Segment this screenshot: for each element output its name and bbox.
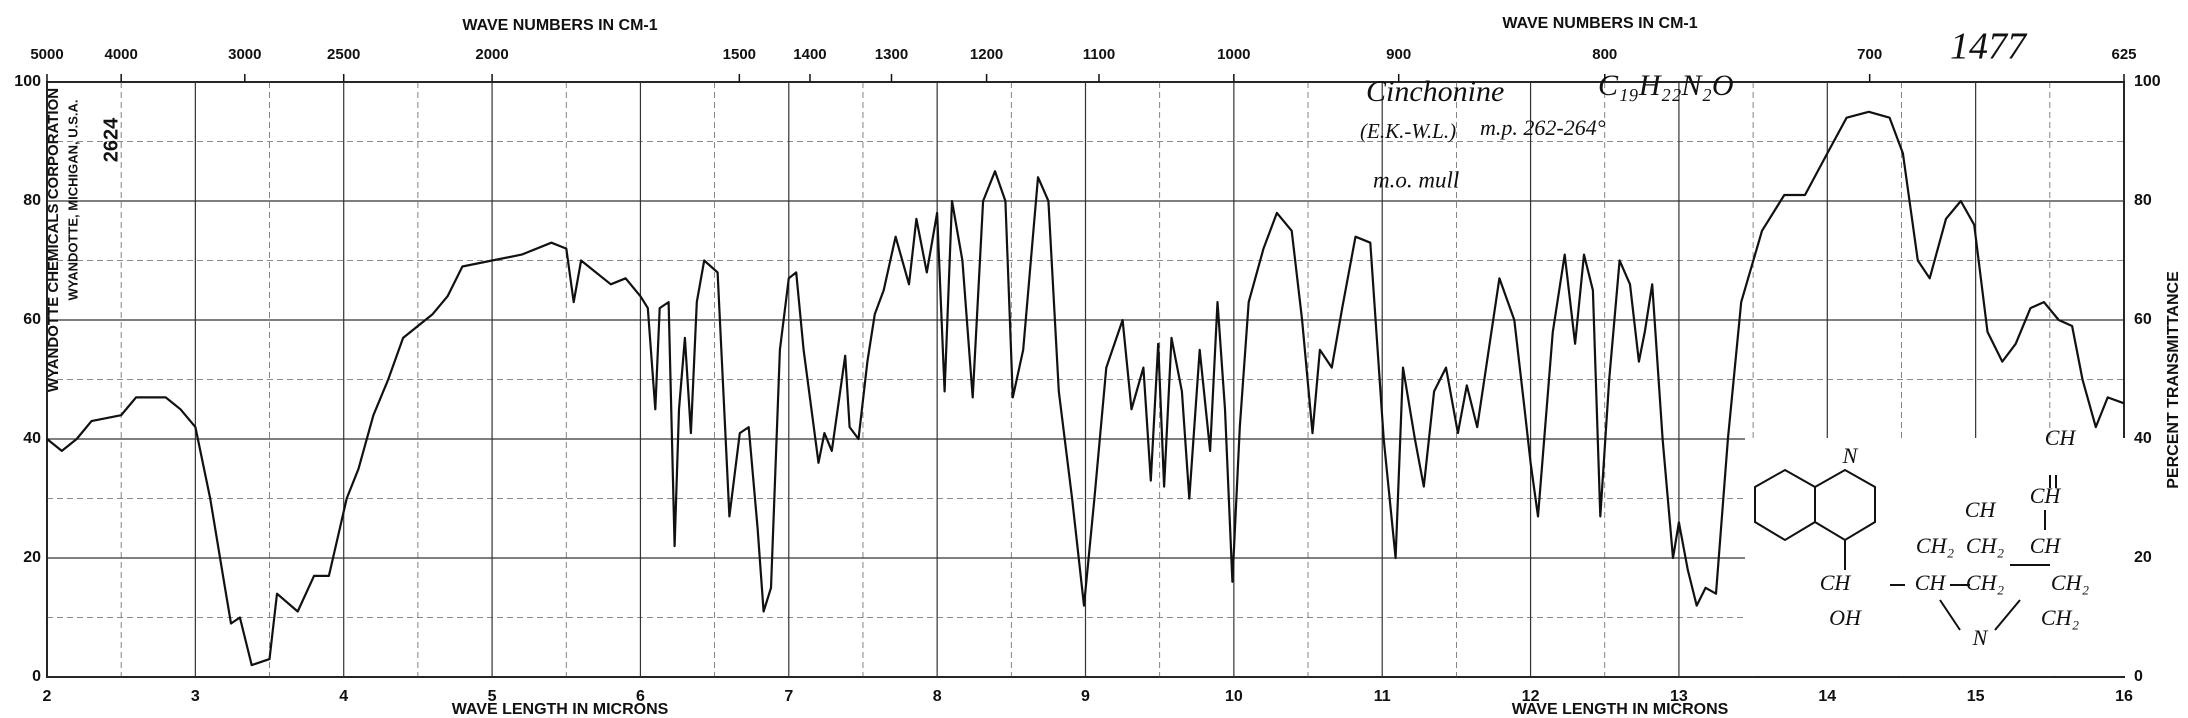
structure-label: CH [2045, 425, 2077, 450]
x2-tick-label: 3000 [228, 46, 261, 63]
x-tick-label: 7 [784, 688, 793, 705]
pyridine-ring [1814, 468, 1876, 542]
x2-tick-label: 2500 [327, 46, 360, 63]
structure-label: CH [1915, 570, 1947, 595]
x-tick-label: 13 [1670, 688, 1688, 705]
x2-axis-label: WAVE NUMBERS IN CM-1 [462, 17, 657, 34]
x2-tick-label: 1100 [1083, 46, 1116, 63]
x2-tick-label: 800 [1592, 46, 1617, 63]
x-tick-label: 4 [339, 688, 348, 705]
y2-tick-label: 100 [2134, 73, 2161, 90]
x-tick-label: 9 [1081, 688, 1090, 705]
x-tick-label: 2 [43, 688, 52, 705]
y-tick-label: 60 [23, 311, 41, 328]
x-tick-label: 12 [1522, 688, 1540, 705]
structure-label: N [1972, 625, 1989, 650]
company: WYANDOTTE CHEMICALS CORPORATION [45, 88, 62, 392]
structure-label: CH [1965, 497, 1997, 522]
y2-tick-label: 80 [2134, 192, 2152, 209]
spectrum-line [46, 110, 2125, 667]
x-tick-label: 11 [1374, 688, 1391, 705]
formula: C₁₉H₂₂N₂O [1598, 69, 1734, 102]
bond [1939, 599, 1961, 631]
x-tick-label: 8 [933, 688, 942, 705]
grid [46, 81, 2125, 678]
x2-tick-label: 700 [1857, 46, 1882, 63]
x-tick-label: 16 [2115, 688, 2133, 705]
structure-label: CH₂ [2041, 605, 2080, 630]
structure-label: CH [1820, 570, 1852, 595]
x-tick-label: 10 [1225, 688, 1243, 705]
y2-tick-label: 20 [2134, 549, 2152, 566]
y-tick-label: 40 [23, 430, 41, 447]
annotation: m.p. 262-264° [1480, 115, 1606, 140]
y-tick-label: 100 [14, 73, 41, 90]
annotation: (E.K.-W.L.) [1360, 119, 1456, 143]
x2-tick-label: 1000 [1217, 46, 1250, 63]
x-tick-label: 14 [1818, 688, 1836, 705]
structure-label: CH [2030, 483, 2062, 508]
structure-label: OH [1829, 605, 1862, 630]
structure-label: CH₂ [1966, 570, 2005, 595]
y-tick-label: 20 [23, 549, 41, 566]
y-tick-label: 0 [32, 668, 41, 685]
structure-label: CH [2030, 533, 2062, 558]
x-tick-label: 6 [636, 688, 645, 705]
x-tick-label: 5 [488, 688, 497, 705]
x2-axis-label: WAVE NUMBERS IN CM-1 [1502, 15, 1697, 32]
y-tick-label: 80 [23, 192, 41, 209]
structure-label: CH₂ [2051, 570, 2090, 595]
x2-tick-label: 900 [1386, 46, 1411, 63]
x2-tick-label: 1300 [875, 46, 908, 63]
x-tick-label: 15 [1967, 688, 1985, 705]
x2-tick-label: 1500 [723, 46, 756, 63]
x2-tick-label: 625 [2111, 46, 2136, 63]
compound-name: Cinchonine [1366, 75, 1504, 108]
x2-tick-label: 5000 [30, 46, 63, 63]
y2-tick-label: 60 [2134, 311, 2152, 328]
annotation: m.o. mull [1373, 167, 1459, 192]
y2-tick-label: 40 [2134, 430, 2152, 447]
structure: N CH OH CH CH₂ CH₂ CH₂ N CH CH CH CH₂ CH CH₂ [1754, 425, 2090, 650]
x-tick-label: 3 [191, 688, 200, 705]
bond [1994, 599, 2021, 631]
company: WYANDOTTE, MICHIGAN, U.S.A. [65, 99, 80, 300]
x-axis-label: WAVE LENGTH IN MICRONS [1512, 701, 1729, 718]
structure-background [1745, 438, 2125, 676]
x-axis-label: WAVE LENGTH IN MICRONS [452, 701, 669, 718]
structure-label: CH₂ [1916, 533, 1955, 558]
structure-label: N [1842, 443, 1859, 468]
x2-tick-label: 2000 [475, 46, 508, 63]
structure-label: CH₂ [1966, 533, 2005, 558]
y2-tick-label: 0 [2134, 668, 2143, 685]
annotation: 1477 [1950, 26, 2028, 68]
x2-tick-label: 1200 [970, 46, 1003, 63]
x2-tick-label: 1400 [793, 46, 826, 63]
company: 2624 [100, 117, 122, 162]
x2-tick-label: 4000 [104, 46, 137, 63]
y-axis-label: PERCENT TRANSMITTANCE [2165, 271, 2182, 489]
